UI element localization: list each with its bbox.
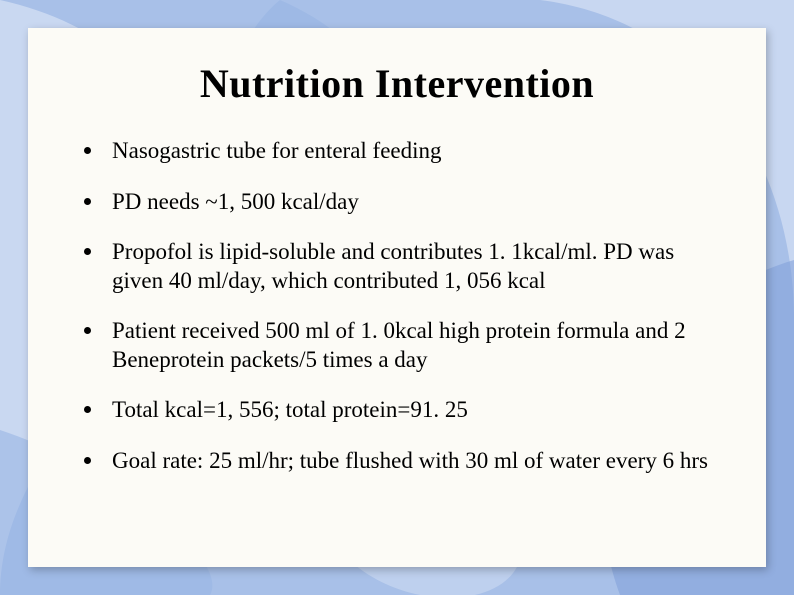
bullet-text: Goal rate: 25 ml/hr; tube flushed with 3… xyxy=(112,448,708,473)
list-item: Goal rate: 25 ml/hr; tube flushed with 3… xyxy=(78,447,710,476)
bullet-text: Patient received 500 ml of 1. 0kcal high… xyxy=(112,318,686,372)
slide-card: Nutrition Intervention Nasogastric tube … xyxy=(28,28,766,567)
list-item: Nasogastric tube for enteral feeding xyxy=(78,137,710,166)
list-item: Patient received 500 ml of 1. 0kcal high… xyxy=(78,317,710,374)
slide-title: Nutrition Intervention xyxy=(76,60,718,107)
list-item: Propofol is lipid-soluble and contribute… xyxy=(78,238,710,295)
bullet-text: Propofol is lipid-soluble and contribute… xyxy=(112,239,674,293)
list-item: Total kcal=1, 556; total protein=91. 25 xyxy=(78,396,710,425)
bullet-text: Total kcal=1, 556; total protein=91. 25 xyxy=(112,397,468,422)
bullet-text: Nasogastric tube for enteral feeding xyxy=(112,138,442,163)
bullet-text: PD needs ~1, 500 kcal/day xyxy=(112,189,359,214)
list-item: PD needs ~1, 500 kcal/day xyxy=(78,188,710,217)
bullet-list: Nasogastric tube for enteral feeding PD … xyxy=(76,137,718,475)
